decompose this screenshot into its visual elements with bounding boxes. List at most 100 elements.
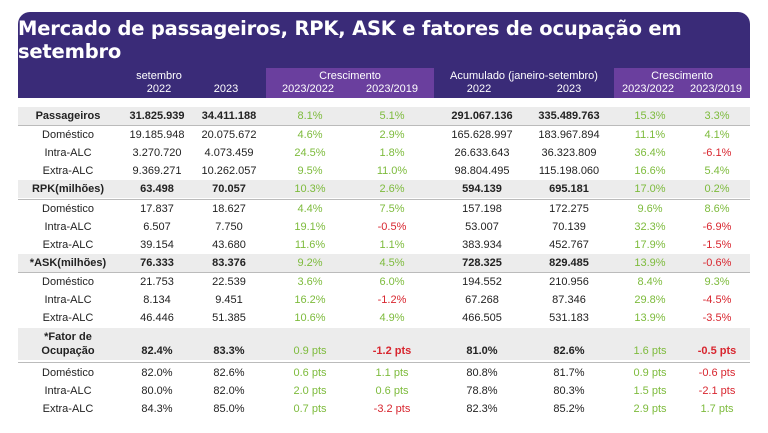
table-header: setembro 2022 2023 Crescimento 2023/2022… [18,68,750,98]
row-label: Doméstico [42,367,94,379]
table-cell: 194.552 [462,276,502,288]
row-label: *Fator de Ocupação [41,331,95,357]
table-row: Intra-ALC 6.507 7.750 19.1% -0.5% 53.007 70.13… [18,218,750,236]
table-cell: 829.485 [549,257,589,269]
table-cell: 19.1% [294,221,326,233]
row-label: Extra-ALC [42,312,94,324]
table-cell: 83.376 [212,257,246,269]
table-cell: 157.198 [462,203,502,215]
row-label: Intra-ALC [44,294,92,306]
header-h2: 2023/2019 [690,83,742,95]
table-cell: 1.1 pts [375,367,409,379]
table-cell: 83.3% [213,345,245,357]
table-cell: 9.451 [215,294,243,306]
table-cell: 98.804.495 [454,165,510,177]
table-cell: 3.3% [704,110,730,122]
table-cell: 39.154 [140,239,174,251]
table-cell: 78.8% [466,385,498,397]
table-cell: 183.967.894 [538,129,600,141]
table-cell: -3.5% [702,312,732,324]
table-cell: 7.5% [379,203,405,215]
table-cell: 4.9% [379,312,405,324]
header-2023: 2023 [213,83,239,95]
table-cell: 46.446 [140,312,174,324]
row-label: Intra-ALC [44,385,92,397]
table-cell: 81.7% [553,367,585,379]
table-cell: 9.6% [637,203,663,215]
table-row: Intra-ALC 3.270.720 4.073.459 24.5% 1.8% 26.6… [18,144,750,162]
table-cell: 82.0% [141,367,173,379]
table-cell: 9.369.271 [132,165,182,177]
table-row: Intra-ALC 8.134 9.451 16.2% -1.2% 67.268 87.34… [18,291,750,309]
table-row: Extra-ALC 39.154 43.680 11.6% 1.1% 383.934 452… [18,236,750,254]
table-cell: 2.9 pts [633,403,667,415]
table-row: Extra-ALC 46.446 51.385 10.6% 4.9% 466.505 531… [18,309,750,327]
row-separator [18,125,750,126]
table-cell: 36.4% [634,147,666,159]
table-cell: 2.6% [379,183,405,195]
table-cell: 728.325 [462,257,502,269]
table-cell: 67.268 [465,294,499,306]
table-cell: -0.6 pts [698,367,736,379]
growth-band [266,68,434,98]
table-cell: -0.6% [702,257,732,269]
table-cell: 452.767 [549,239,589,251]
table-cell: 165.628.997 [451,129,513,141]
table-row-main: Passageiros 31.825.939 34.411.188 8.1% 5.1% 2… [18,107,750,125]
table-cell: 31.825.939 [129,110,185,122]
table-row: Extra-ALC 9.369.271 10.262.057 9.5% 11.0% 98.… [18,162,750,180]
table-cell: 26.633.643 [454,147,510,159]
table-cell: 383.934 [462,239,502,251]
table-cell: 0.7 pts [293,403,327,415]
table-cell: 76.333 [140,257,174,269]
table-cell: -1.5% [702,239,732,251]
table-cell: 10.262.057 [201,165,257,177]
table-cell: 34.411.188 [201,110,257,122]
table-row: Extra-ALC 84.3% 85.0% 0.7 pts -3.2 pts 82.3% 8… [18,400,750,418]
table-cell: 4.073.459 [204,147,254,159]
table-cell: 695.181 [549,183,589,195]
table-cell: -6.1% [702,147,732,159]
table-cell: 0.6 pts [293,367,327,379]
table-row: Doméstico 82.0% 82.6% 0.6 pts 1.1 pts 80.8% 81… [18,364,750,382]
table-cell: 43.680 [212,239,246,251]
table-cell: 15.3% [634,110,666,122]
table-cell: 19.185.948 [129,129,185,141]
table-cell: 21.753 [140,276,174,288]
table-cell: 29.8% [634,294,666,306]
table-cell: 32.3% [634,221,666,233]
table-cell: 70.057 [212,183,246,195]
table-cell: 11.1% [634,129,666,141]
table-cell: 115.198.060 [538,165,600,177]
table-cell: 1.5 pts [633,385,667,397]
table-cell: 1.8% [379,147,405,159]
table-cell: 3.6% [297,276,323,288]
table-cell: 172.275 [549,203,589,215]
table-cell: 8.1% [297,110,323,122]
table-cell: 22.539 [212,276,246,288]
table-cell: 82.6% [213,367,245,379]
table-cell: 466.505 [462,312,502,324]
table-cell: 0.6 pts [375,385,409,397]
table-cell: 87.346 [552,294,586,306]
table-cell: 8.134 [143,294,171,306]
row-label: Extra-ALC [42,403,94,415]
table-cell: 85.0% [213,403,245,415]
table-cell: 17.837 [140,203,174,215]
header-2022: 2022 [146,83,172,95]
growth-band-accum [614,68,750,98]
row-separator [18,362,750,363]
table-cell: -0.5% [377,221,407,233]
table-cell: 1.7 pts [700,403,734,415]
table-cell: 4.5% [379,257,405,269]
header-a2022: 2022 [466,83,492,95]
header-acumulado: Acumulado (janeiro-setembro) [450,70,598,82]
table-cell: 80.0% [141,385,173,397]
table-cell: 82.0% [213,385,245,397]
table-cell: 6.507 [143,221,171,233]
table-cell: 0.2% [704,183,730,195]
table-cell: 82.6% [553,345,585,357]
header-g1: 2023/2022 [282,83,334,95]
table-cell: 0.9 pts [293,345,327,357]
table-cell: 2.0 pts [293,385,327,397]
